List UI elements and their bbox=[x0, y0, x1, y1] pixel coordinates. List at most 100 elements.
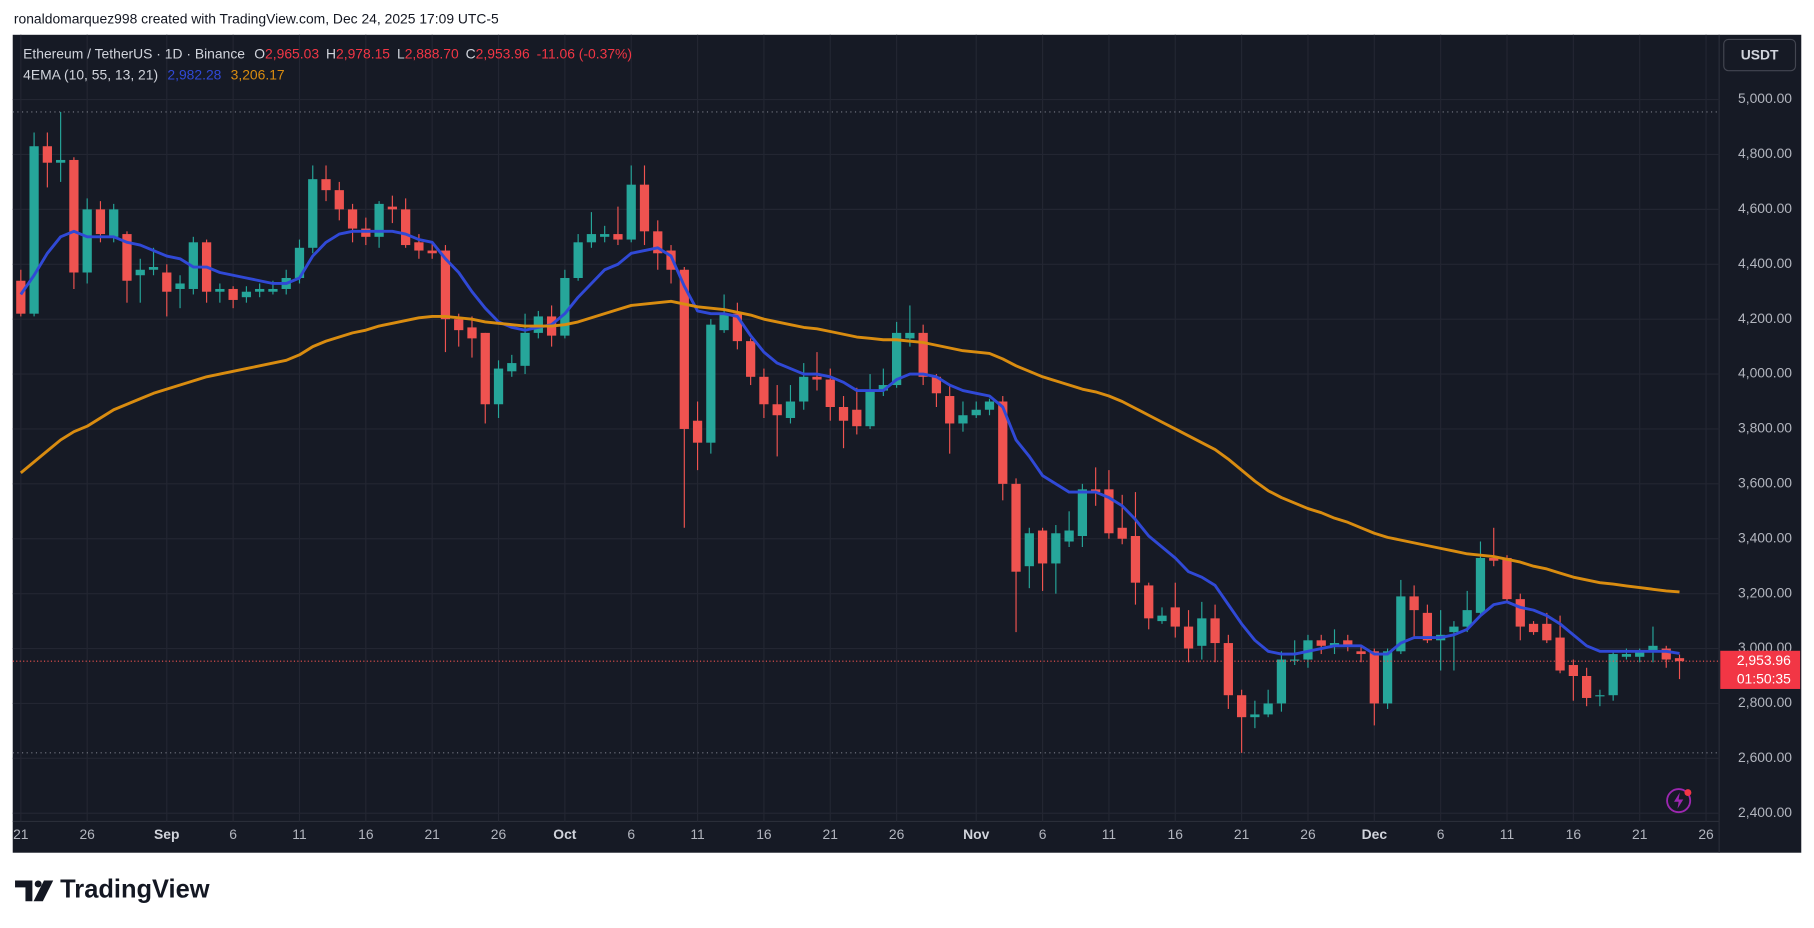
legend-line: Ethereum / TetherUS · 1D · Binance O2,965… bbox=[23, 45, 632, 61]
y-tick-label: 3,600.00 bbox=[1738, 475, 1792, 491]
x-tick-label: Dec bbox=[1362, 826, 1388, 842]
candle-body bbox=[1011, 483, 1021, 572]
candle-body bbox=[42, 146, 52, 163]
candle-body bbox=[16, 280, 26, 314]
candle-body bbox=[1581, 675, 1592, 698]
y-tick-label: 4,400.00 bbox=[1738, 255, 1792, 271]
brand: TradingView bbox=[60, 876, 210, 904]
candle-body bbox=[666, 250, 676, 270]
x-tick-label: 26 bbox=[889, 826, 905, 842]
x-tick-label: 6 bbox=[229, 826, 237, 842]
candle-body bbox=[1356, 651, 1366, 655]
candle-body bbox=[1382, 651, 1393, 704]
candle-body bbox=[891, 332, 902, 386]
candle-body bbox=[414, 242, 424, 251]
ohlc-key: C bbox=[466, 45, 476, 61]
ema-line bbox=[19, 229, 1680, 656]
candle-body bbox=[493, 368, 504, 405]
overlay: 2,400.002,600.002,800.003,000.003,200.00… bbox=[12, 45, 1801, 842]
x-tick-label: 6 bbox=[1437, 826, 1445, 842]
candle-body bbox=[1475, 557, 1486, 613]
candle-body bbox=[825, 379, 835, 408]
alert-dot bbox=[1684, 789, 1692, 797]
candle-body bbox=[600, 234, 610, 237]
candle-body bbox=[679, 269, 689, 429]
candle-body bbox=[1183, 626, 1194, 649]
y-tick-label: 2,800.00 bbox=[1738, 694, 1792, 710]
x-tick-label: 26 bbox=[1698, 826, 1714, 842]
candle-body bbox=[1648, 645, 1658, 652]
candle-body bbox=[268, 288, 278, 292]
candle-body bbox=[1064, 530, 1074, 542]
candle-body bbox=[639, 184, 650, 232]
candle-body bbox=[122, 234, 132, 281]
x-tick-label: 16 bbox=[1168, 826, 1184, 842]
y-tick-label: 4,600.00 bbox=[1738, 200, 1792, 216]
candle-body bbox=[1144, 585, 1154, 619]
candle-body bbox=[69, 159, 79, 273]
currency-label: USDT bbox=[1741, 46, 1779, 62]
candle-body bbox=[1051, 533, 1061, 564]
x-tick-label: 11 bbox=[1102, 826, 1117, 842]
candle-body bbox=[294, 247, 305, 278]
candle-body bbox=[799, 376, 809, 402]
x-tick-label: 16 bbox=[756, 826, 772, 842]
watermark: ronaldomarquez998 created with TradingVi… bbox=[14, 10, 499, 26]
candle-body bbox=[520, 332, 530, 366]
indicator-label: 4EMA (10, 55, 13, 21) bbox=[23, 66, 158, 82]
logo-mark bbox=[15, 880, 33, 902]
candle-body bbox=[1608, 654, 1618, 696]
candle-body bbox=[480, 332, 490, 405]
candle-body bbox=[162, 272, 172, 292]
candle-body bbox=[1170, 607, 1180, 627]
change: -11.06 (-0.37%) bbox=[537, 45, 632, 61]
y-tick-label: 4,800.00 bbox=[1738, 145, 1792, 161]
x-tick-label: 21 bbox=[1234, 826, 1250, 842]
countdown: 01:50:35 bbox=[1737, 670, 1791, 686]
y-tick-label: 4,200.00 bbox=[1738, 310, 1792, 326]
candle-body bbox=[1197, 618, 1207, 646]
logo-dot bbox=[34, 880, 42, 888]
x-tick-label: Nov bbox=[963, 826, 989, 842]
candle-body bbox=[1635, 651, 1645, 657]
candle-body bbox=[321, 179, 331, 191]
candle-body bbox=[1276, 659, 1287, 704]
candle-body bbox=[905, 332, 915, 339]
currency-button[interactable] bbox=[1723, 38, 1797, 72]
candle-body bbox=[308, 179, 318, 248]
candle-body bbox=[1343, 640, 1353, 646]
candle-body bbox=[109, 209, 119, 237]
candle-body bbox=[1555, 637, 1565, 671]
candle-body bbox=[838, 407, 849, 421]
candle-body bbox=[998, 401, 1008, 484]
candle-body bbox=[1263, 703, 1273, 715]
candle-body bbox=[1542, 623, 1552, 641]
candle-body bbox=[1568, 665, 1578, 676]
candle-body bbox=[1621, 654, 1632, 657]
candle-body bbox=[387, 206, 397, 210]
x-tick-label: 26 bbox=[1300, 826, 1316, 842]
x-tick-label: 26 bbox=[79, 826, 95, 842]
candle-body bbox=[1528, 623, 1539, 633]
candle-body bbox=[1130, 536, 1141, 583]
candle-body bbox=[215, 288, 225, 292]
candle-body bbox=[984, 401, 995, 410]
candle-body bbox=[1515, 599, 1525, 627]
candle-body bbox=[1250, 714, 1260, 718]
alert-bolt bbox=[1674, 792, 1684, 809]
candle-body bbox=[573, 242, 583, 278]
candle-body bbox=[945, 396, 955, 424]
y-tick-label: 5,000.00 bbox=[1738, 90, 1792, 106]
chart-bg bbox=[12, 34, 1802, 853]
alert-icon[interactable] bbox=[1666, 788, 1692, 814]
candle-body bbox=[1104, 489, 1114, 534]
indicator-legend: 4EMA (10, 55, 13, 21) 2,982.28 3,206.17 bbox=[23, 66, 285, 82]
x-tick-label: 21 bbox=[13, 826, 29, 842]
candle-body bbox=[82, 209, 92, 273]
x-tick-label: 21 bbox=[424, 826, 440, 842]
ohlc-key: L bbox=[397, 45, 405, 61]
candle-body bbox=[1674, 658, 1685, 662]
y-tick-label: 3,400.00 bbox=[1738, 529, 1792, 545]
candle-body bbox=[1369, 651, 1379, 704]
